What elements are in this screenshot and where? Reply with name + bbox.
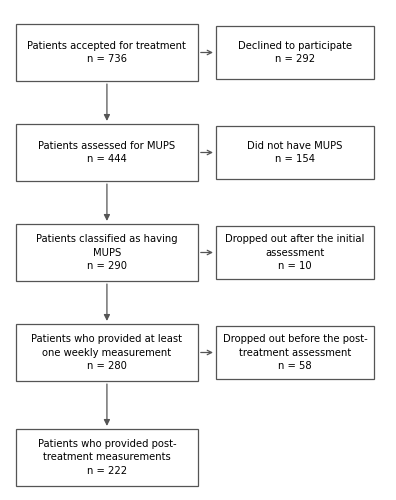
Text: Patients who provided post-
treatment measurements
n = 222: Patients who provided post- treatment me…: [38, 439, 176, 476]
Bar: [16, 24, 198, 81]
Bar: [16, 428, 198, 486]
Text: Dropped out before the post-
treatment assessment
n = 58: Dropped out before the post- treatment a…: [223, 334, 367, 371]
Bar: [216, 126, 374, 179]
Text: Declined to participate
n = 292: Declined to participate n = 292: [238, 40, 352, 64]
Text: Dropped out after the initial
assessment
n = 10: Dropped out after the initial assessment…: [225, 234, 365, 271]
Text: Patients assessed for MUPS
n = 444: Patients assessed for MUPS n = 444: [38, 140, 175, 164]
Bar: [16, 324, 198, 381]
Bar: [16, 224, 198, 281]
Bar: [216, 26, 374, 78]
Text: Patients classified as having
MUPS
n = 290: Patients classified as having MUPS n = 2…: [36, 234, 178, 271]
Text: Patients who provided at least
one weekly measurement
n = 280: Patients who provided at least one weekl…: [31, 334, 183, 371]
Bar: [16, 124, 198, 181]
Text: Did not have MUPS
n = 154: Did not have MUPS n = 154: [248, 140, 343, 164]
Bar: [216, 226, 374, 279]
Bar: [216, 326, 374, 379]
Text: Patients accepted for treatment
n = 736: Patients accepted for treatment n = 736: [27, 40, 187, 64]
